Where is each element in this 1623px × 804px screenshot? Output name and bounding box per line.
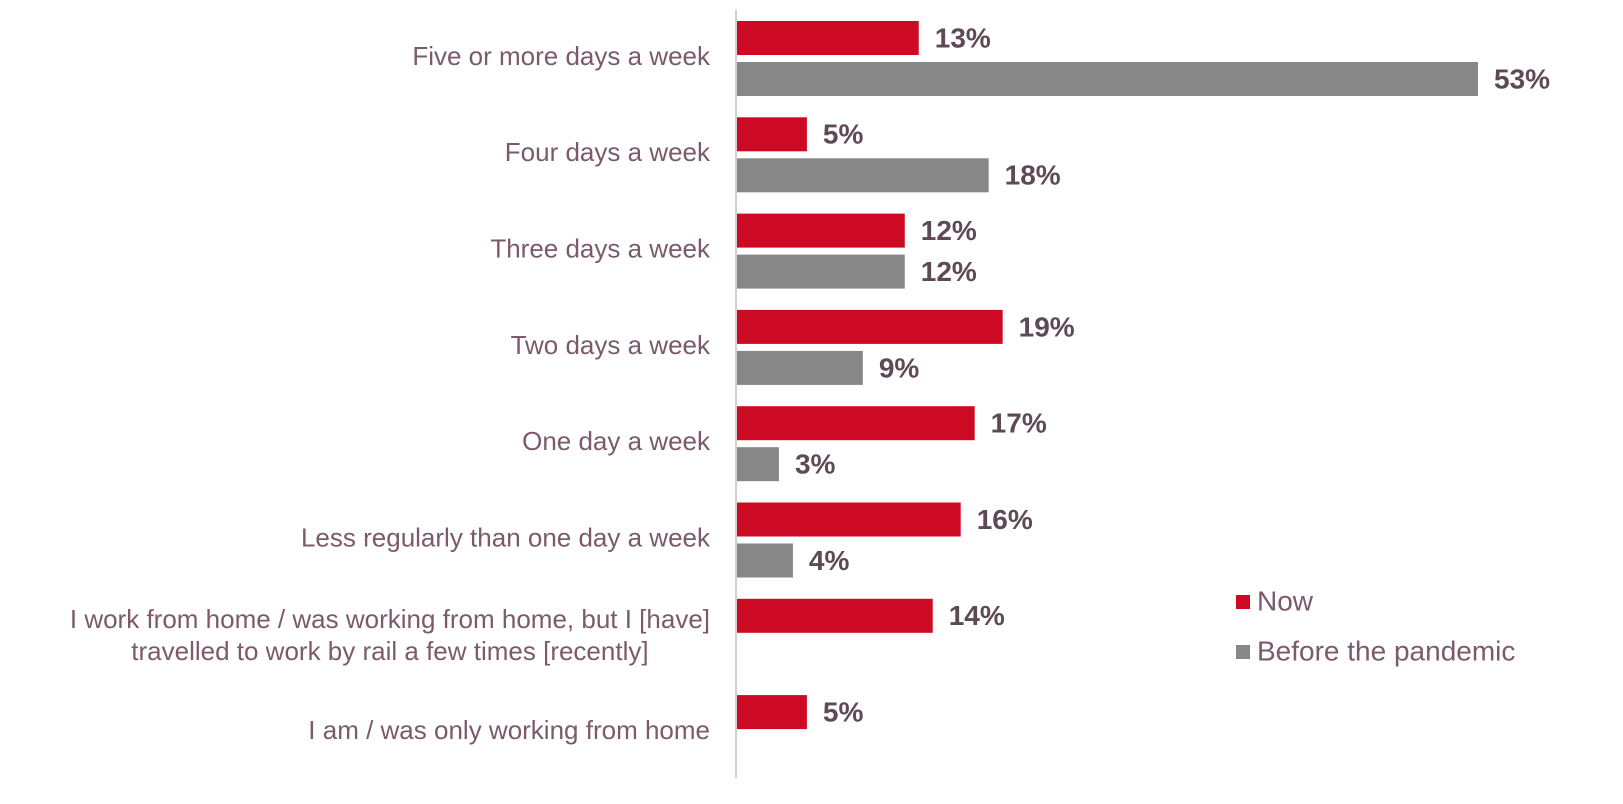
category-label: Two days a week xyxy=(511,330,711,360)
bar xyxy=(737,158,989,193)
legend-swatch xyxy=(1236,645,1250,659)
value-label: 5% xyxy=(823,696,864,727)
bar xyxy=(737,117,807,152)
bar xyxy=(737,350,863,385)
value-label: 19% xyxy=(1019,311,1075,342)
bar xyxy=(737,406,975,441)
value-label: 53% xyxy=(1494,63,1550,94)
bar xyxy=(737,62,1478,96)
bar xyxy=(737,21,919,55)
legend-label: Now xyxy=(1257,585,1314,616)
category-label: One day a week xyxy=(522,426,711,456)
value-label: 16% xyxy=(977,504,1033,535)
legend-label: Before the pandemic xyxy=(1257,635,1515,666)
category-label: I am / was only working from home xyxy=(308,715,710,745)
bar xyxy=(737,254,905,289)
value-label: 12% xyxy=(921,256,977,287)
category-label: Four days a week xyxy=(505,137,711,167)
value-label: 18% xyxy=(1005,160,1061,191)
category-label: Three days a week xyxy=(490,233,711,263)
legend-swatch xyxy=(1236,595,1250,609)
value-label: 9% xyxy=(879,352,920,383)
value-label: 14% xyxy=(949,600,1005,631)
bar xyxy=(737,502,961,537)
value-label: 3% xyxy=(795,449,836,480)
value-label: 5% xyxy=(823,119,864,150)
category-label: I work from home / was working from home… xyxy=(70,604,710,666)
bar xyxy=(737,543,793,578)
category-label: Five or more days a week xyxy=(412,41,711,71)
value-label: 17% xyxy=(991,408,1047,439)
bar xyxy=(737,309,1003,344)
category-label: Less regularly than one day a week xyxy=(301,522,711,552)
bar xyxy=(737,447,779,482)
value-label: 13% xyxy=(935,22,991,53)
value-label: 12% xyxy=(921,215,977,246)
bar xyxy=(737,695,807,730)
value-label: 4% xyxy=(809,545,850,576)
bar xyxy=(737,598,933,633)
bar xyxy=(737,213,905,248)
